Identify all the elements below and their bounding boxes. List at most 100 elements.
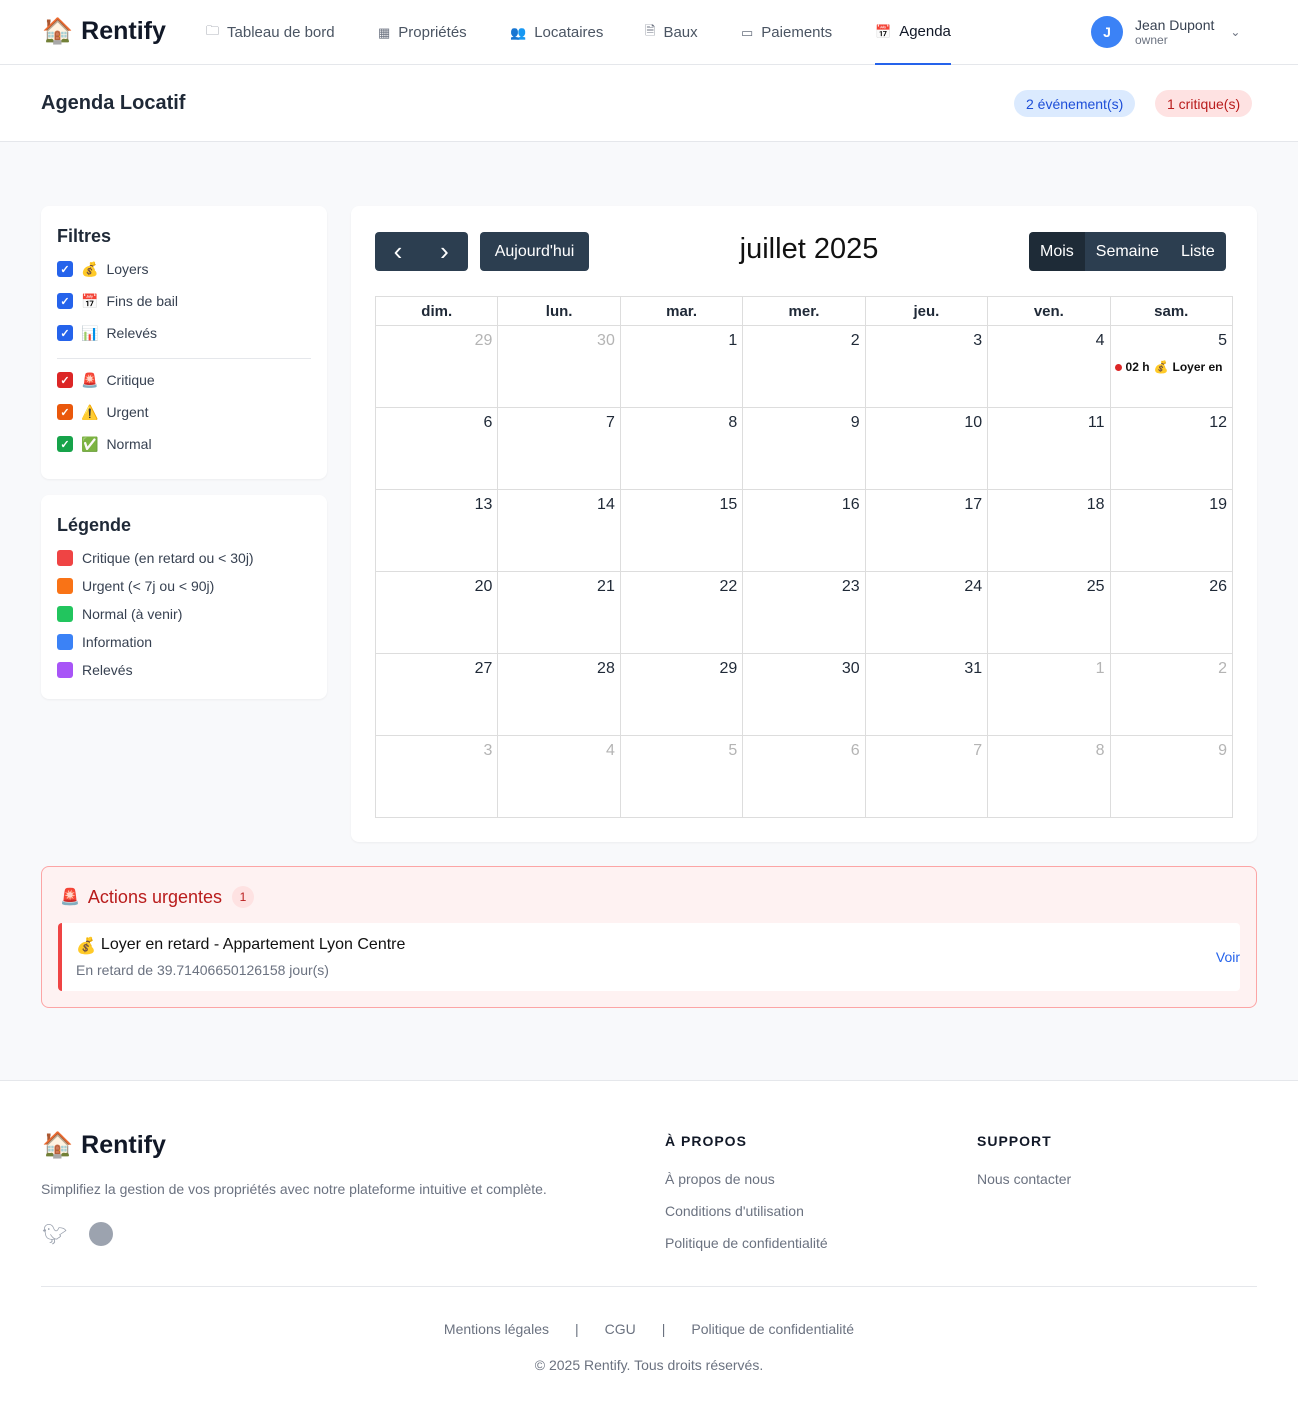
day-number: 16	[841, 496, 860, 513]
day-cell[interactable]: 6	[742, 735, 866, 818]
day-cell[interactable]: 2	[1109, 653, 1234, 736]
day-cell[interactable]: 6	[374, 407, 499, 490]
logo[interactable]: 🏠 Rentify	[42, 17, 166, 46]
footer-app-name: Rentify	[81, 1131, 166, 1159]
footer-link[interactable]: À propos de nous	[665, 1171, 775, 1187]
filter-priorities-0[interactable]: ✓ 🚨 Critique	[57, 364, 311, 396]
today-button[interactable]: Aujourd'hui	[480, 232, 589, 271]
day-cell[interactable]: 1	[619, 325, 744, 408]
day-cell[interactable]: 29	[619, 653, 744, 736]
day-cell[interactable]: 2	[742, 325, 866, 408]
day-number: 3	[973, 332, 983, 349]
checkbox[interactable]: ✓	[57, 293, 73, 309]
day-cell[interactable]: 14	[497, 489, 621, 572]
view-0-button[interactable]: Mois	[1029, 232, 1085, 271]
footer-link[interactable]: Politique de confidentialité	[665, 1235, 828, 1251]
legal-link[interactable]: Mentions légales	[443, 1321, 549, 1337]
filter-types-0[interactable]: ✓ 💰 Loyers	[57, 253, 311, 285]
day-cell[interactable]: 29	[374, 325, 499, 408]
day-cell[interactable]: 9	[1109, 735, 1234, 818]
filter-icon: 💰	[81, 260, 99, 277]
nav-item-3[interactable]: 🗎 Baux	[645, 0, 698, 65]
weekday-header: sam.	[1109, 296, 1234, 326]
day-cell[interactable]: 30	[742, 653, 866, 736]
day-cell[interactable]: 23	[742, 571, 866, 654]
view-2-button[interactable]: Liste	[1169, 232, 1226, 271]
day-cell[interactable]: 26	[1109, 571, 1234, 654]
user-menu[interactable]: J Jean Dupont owner ⌄	[1091, 16, 1240, 48]
day-number: 19	[1209, 496, 1227, 513]
legend-item: Relevés	[57, 656, 311, 684]
urgent-actions-panel: 🚨 Actions urgentes 1 💰 Loyer en retard - …	[41, 866, 1257, 1008]
flickr-icon[interactable]	[89, 1222, 113, 1246]
day-cell[interactable]: 10	[864, 407, 989, 490]
day-cell[interactable]: 24	[864, 571, 989, 654]
day-number: 31	[964, 660, 983, 677]
day-cell[interactable]: 25	[987, 571, 1111, 654]
day-cell[interactable]: 9	[742, 407, 866, 490]
day-cell[interactable]: 7	[497, 407, 621, 490]
footer-link[interactable]: Conditions d'utilisation	[665, 1203, 804, 1219]
prev-month-button[interactable]: ‹	[375, 232, 421, 271]
day-cell[interactable]: 28	[497, 653, 621, 736]
day-number: 7	[605, 414, 615, 431]
cgu-link[interactable]: CGU	[604, 1321, 636, 1337]
day-number: 7	[973, 742, 983, 759]
checkbox[interactable]: ✓	[57, 436, 73, 452]
day-cell[interactable]: 3	[864, 325, 989, 408]
filter-types-2[interactable]: ✓ 📊 Relevés	[57, 317, 311, 349]
footer-logo[interactable]: 🏠 Rentify	[42, 1131, 166, 1160]
nav-item-2[interactable]: 👥 Locataires	[510, 0, 603, 65]
next-month-button[interactable]: ›	[421, 232, 468, 271]
footer-link[interactable]: Nous contacter	[977, 1171, 1072, 1187]
day-cell[interactable]: 20	[374, 571, 499, 654]
nav-item-5[interactable]: 📅 Agenda	[875, 0, 951, 65]
day-cell[interactable]: 5 02 h 💰 Loyer en	[1109, 325, 1234, 408]
calendar-event[interactable]: 02 h 💰 Loyer en	[1111, 360, 1227, 374]
day-cell[interactable]: 12	[1109, 407, 1234, 490]
checkbox[interactable]: ✓	[57, 261, 73, 277]
privacy-link[interactable]: Politique de confidentialité	[691, 1321, 855, 1337]
view-link[interactable]: Voir	[1215, 949, 1240, 965]
day-cell[interactable]: 8	[619, 407, 744, 490]
day-cell[interactable]: 8	[987, 735, 1111, 818]
day-cell[interactable]: 17	[864, 489, 989, 572]
legend-item: Critique (en retard ou < 30j)	[57, 544, 311, 572]
day-cell[interactable]: 15	[619, 489, 744, 572]
day-cell[interactable]: 13	[374, 489, 499, 572]
checkbox[interactable]: ✓	[57, 404, 73, 420]
day-cell[interactable]: 18	[987, 489, 1111, 572]
view-1-button[interactable]: Semaine	[1084, 232, 1170, 271]
day-number: 13	[474, 496, 493, 513]
day-cell[interactable]: 7	[864, 735, 989, 818]
day-cell[interactable]: 4	[497, 735, 621, 818]
day-cell[interactable]: 30	[497, 325, 621, 408]
weekday-header: dim.	[374, 296, 499, 326]
filter-icon: 📅	[81, 292, 99, 309]
day-cell[interactable]: 21	[497, 571, 621, 654]
filter-priorities-1[interactable]: ✓ ⚠️ Urgent	[57, 396, 311, 428]
day-number: 29	[719, 660, 738, 677]
day-cell[interactable]: 11	[987, 407, 1111, 490]
urgent-item-title: Loyer en retard - Appartement Lyon Centr…	[100, 936, 406, 953]
day-number: 8	[728, 414, 738, 431]
filter-priorities-2[interactable]: ✓ ✅ Normal	[57, 428, 311, 460]
checkbox[interactable]: ✓	[57, 372, 73, 388]
day-number: 9	[850, 414, 860, 431]
day-cell[interactable]: 22	[619, 571, 744, 654]
day-cell[interactable]: 27	[374, 653, 499, 736]
nav-item-1[interactable]: ▦ Propriétés	[378, 0, 467, 65]
day-cell[interactable]: 1	[987, 653, 1111, 736]
day-cell[interactable]: 19	[1109, 489, 1234, 572]
nav-item-0[interactable]: 🗀 Tableau de bord	[206, 0, 335, 65]
nav-item-4[interactable]: ▭ Paiements	[741, 0, 832, 65]
day-cell[interactable]: 3	[374, 735, 499, 818]
checkbox[interactable]: ✓	[57, 325, 73, 341]
day-cell[interactable]: 31	[864, 653, 989, 736]
day-cell[interactable]: 5	[619, 735, 744, 818]
footer: 🏠 Rentify Simplifiez la gestion de vos pr…	[0, 1080, 1298, 1422]
day-cell[interactable]: 16	[742, 489, 866, 572]
day-cell[interactable]: 4	[987, 325, 1111, 408]
twitter-icon[interactable]: 🐦︎	[42, 1224, 68, 1246]
filter-types-1[interactable]: ✓ 📅 Fins de bail	[57, 285, 311, 317]
